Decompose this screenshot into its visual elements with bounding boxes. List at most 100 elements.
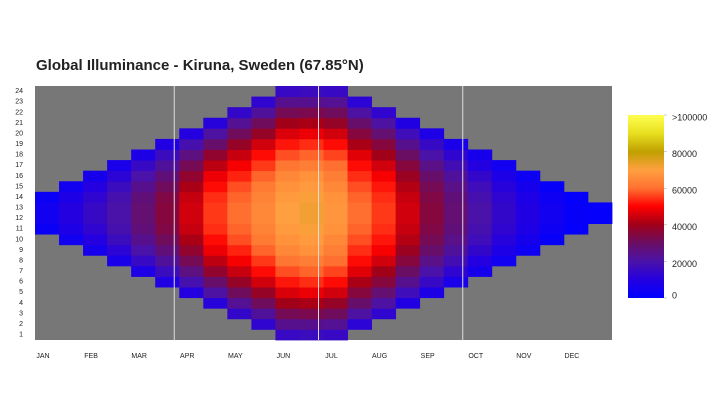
colorbar [628,115,664,298]
heat-cell [107,223,132,235]
x-tick-label: DEC [565,353,580,360]
heat-cell [419,255,445,267]
heat-cell [107,160,132,172]
heat-cell [323,265,348,277]
heat-cell [323,234,348,246]
heat-cell [275,265,300,277]
y-tick-label: 12 [15,215,23,222]
heat-cell [131,213,156,224]
heat-cell [419,276,445,288]
heat-cell [371,117,397,129]
heat-cell [395,213,421,224]
heat-cell [347,318,372,330]
heat-cell [371,287,397,299]
heat-cell [323,297,348,309]
heat-cell [203,181,228,193]
heat-cell [467,244,493,256]
heat-cell [155,255,180,267]
heat-cell [491,202,517,214]
y-tick-label: 22 [15,109,23,116]
heat-cell [179,170,204,182]
heat-cell [443,202,469,214]
heat-cell [131,181,156,193]
heat-cell [131,223,156,235]
heat-cell [299,244,324,256]
heat-cell [275,170,300,182]
heat-cell [491,213,517,224]
heat-cell [347,117,372,129]
heat-cell [299,265,324,277]
heat-cell [491,234,517,246]
heat-cell [59,234,84,246]
heat-cell [299,138,324,150]
heat-cell [467,149,493,161]
heat-cell [371,170,397,182]
heat-cell [395,234,421,246]
heat-cell [275,276,300,288]
heat-cell [491,170,517,182]
heat-cell [371,149,397,161]
heat-cell [107,255,132,267]
heat-cell [275,318,300,330]
heat-cell [347,255,372,267]
heat-cell [371,255,397,267]
heat-cell [203,234,228,246]
heat-cell [275,181,300,193]
heat-cell [227,138,252,150]
heat-cell [443,138,469,150]
heat-cell [467,202,493,214]
heat-cell [443,191,469,203]
heat-cell [83,223,108,235]
heat-cell [515,213,541,224]
heat-cell [371,160,397,172]
heat-cell [419,170,445,182]
heat-cell [323,86,348,97]
heat-cell [371,181,397,193]
heat-cell [275,308,300,320]
heat-cell [155,202,180,214]
heat-cell [491,191,517,203]
heat-cell [275,128,300,140]
heat-cell [587,213,613,224]
heat-cell [251,265,276,277]
heat-cell [323,276,348,288]
heat-cell [539,223,565,235]
heat-cell [467,255,493,267]
y-tick-label: 21 [15,120,23,127]
y-tick-label: 17 [15,162,23,169]
heat-cell [203,117,228,129]
colorbar-tick-label: 40000 [672,222,697,232]
heat-cell [443,244,469,256]
heat-cell [395,117,421,129]
heat-cell [59,213,84,224]
heat-cell [227,287,252,299]
heat-cell [299,86,324,97]
heat-cell [155,170,180,182]
heat-cell [155,138,180,150]
heat-cell [395,265,421,277]
heat-cell [323,128,348,140]
x-tick-label: AUG [372,353,387,360]
heat-cell [323,202,348,214]
heat-cell [227,170,252,182]
heat-cell [515,202,541,214]
y-tick-label: 23 [15,99,23,106]
heat-cell [395,287,421,299]
heat-cell [227,117,252,129]
heat-cell [155,181,180,193]
heat-cell [155,149,180,161]
x-tick-label: NOV [516,353,532,360]
heat-cell [419,149,445,161]
heat-cell [491,244,517,256]
heat-cell [347,308,372,320]
heat-cell [515,223,541,235]
heat-cell [179,276,204,288]
y-tick-label: 20 [15,130,23,137]
colorbar-tick-label: 60000 [672,186,697,196]
heat-cell [323,244,348,256]
heat-cell [299,213,324,224]
heat-cell [347,128,372,140]
heat-cell [395,181,421,193]
heat-cell [323,223,348,235]
heat-cell [107,213,132,224]
